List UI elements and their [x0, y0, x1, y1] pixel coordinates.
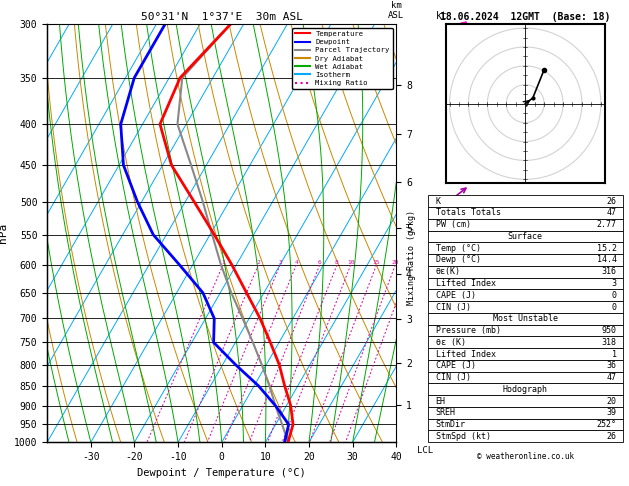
Text: LCL: LCL: [417, 447, 433, 455]
Bar: [428, 301, 623, 313]
Text: kt: kt: [437, 11, 448, 21]
Bar: [428, 278, 623, 289]
Bar: [428, 230, 623, 243]
Text: 8: 8: [335, 260, 339, 265]
Text: 15: 15: [373, 260, 380, 265]
Text: 18.06.2024  12GMT  (Base: 18): 18.06.2024 12GMT (Base: 18): [440, 12, 610, 22]
Text: 36: 36: [607, 361, 617, 370]
Text: PW (cm): PW (cm): [435, 220, 470, 229]
Text: 950: 950: [602, 326, 617, 335]
Text: 39: 39: [607, 408, 617, 417]
Text: 1: 1: [612, 349, 617, 359]
Bar: [428, 431, 623, 442]
Bar: [428, 207, 623, 219]
Bar: [428, 419, 623, 431]
Bar: [428, 395, 623, 407]
Text: K: K: [435, 197, 440, 206]
Text: Mixing Ratio (g/kg): Mixing Ratio (g/kg): [408, 210, 416, 305]
Bar: [428, 348, 623, 360]
Text: Pressure (mb): Pressure (mb): [435, 326, 501, 335]
Text: 4: 4: [294, 260, 298, 265]
Text: 6: 6: [318, 260, 321, 265]
Text: 3: 3: [612, 279, 617, 288]
Text: StmSpd (kt): StmSpd (kt): [435, 432, 491, 441]
Text: 252°: 252°: [597, 420, 617, 429]
Bar: [428, 195, 623, 207]
Text: EH: EH: [435, 397, 445, 406]
Text: θε (K): θε (K): [435, 338, 465, 347]
Bar: [428, 407, 623, 419]
Bar: [428, 243, 623, 254]
Text: Temp (°C): Temp (°C): [435, 243, 481, 253]
Text: CIN (J): CIN (J): [435, 302, 470, 312]
Text: CAPE (J): CAPE (J): [435, 361, 476, 370]
Text: 2.77: 2.77: [597, 220, 617, 229]
Text: Most Unstable: Most Unstable: [493, 314, 558, 323]
Text: 26: 26: [607, 197, 617, 206]
Text: 1: 1: [221, 260, 225, 265]
Text: Lifted Index: Lifted Index: [435, 279, 496, 288]
Text: 47: 47: [607, 208, 617, 217]
Text: 0: 0: [612, 291, 617, 300]
Bar: [428, 325, 623, 336]
Bar: [428, 219, 623, 230]
Bar: [428, 336, 623, 348]
Text: Dewp (°C): Dewp (°C): [435, 256, 481, 264]
Text: θε(K): θε(K): [435, 267, 460, 276]
Text: 15.2: 15.2: [597, 243, 617, 253]
Text: 2: 2: [257, 260, 260, 265]
Bar: [428, 372, 623, 383]
Bar: [428, 289, 623, 301]
Text: Surface: Surface: [508, 232, 543, 241]
Text: StmDir: StmDir: [435, 420, 465, 429]
Bar: [428, 254, 623, 266]
Text: CIN (J): CIN (J): [435, 373, 470, 382]
Text: 0: 0: [612, 302, 617, 312]
Text: 20: 20: [607, 397, 617, 406]
Text: 47: 47: [607, 373, 617, 382]
Title: 50°31'N  1°37'E  30m ASL: 50°31'N 1°37'E 30m ASL: [141, 12, 303, 22]
X-axis label: Dewpoint / Temperature (°C): Dewpoint / Temperature (°C): [137, 468, 306, 478]
Text: Lifted Index: Lifted Index: [435, 349, 496, 359]
Bar: [428, 360, 623, 372]
Text: 3: 3: [278, 260, 282, 265]
Text: Hodograph: Hodograph: [503, 385, 548, 394]
Text: 10: 10: [347, 260, 355, 265]
Text: 318: 318: [602, 338, 617, 347]
Legend: Temperature, Dewpoint, Parcel Trajectory, Dry Adiabat, Wet Adiabat, Isotherm, Mi: Temperature, Dewpoint, Parcel Trajectory…: [292, 28, 392, 89]
Text: SREH: SREH: [435, 408, 455, 417]
Text: 14.4: 14.4: [597, 256, 617, 264]
Bar: [428, 383, 623, 395]
Text: CAPE (J): CAPE (J): [435, 291, 476, 300]
Bar: [428, 313, 623, 325]
Text: © weatheronline.co.uk: © weatheronline.co.uk: [477, 452, 574, 461]
Text: 316: 316: [602, 267, 617, 276]
Y-axis label: hPa: hPa: [0, 223, 8, 243]
Text: 26: 26: [607, 432, 617, 441]
Text: km
ASL: km ASL: [388, 0, 404, 20]
Text: 20: 20: [392, 260, 399, 265]
Text: Totals Totals: Totals Totals: [435, 208, 501, 217]
Bar: [428, 266, 623, 278]
